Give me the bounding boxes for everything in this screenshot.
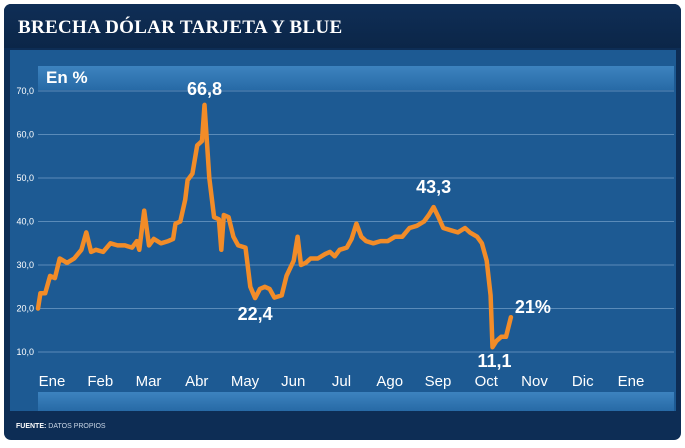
x-tick-label: Jun (281, 373, 305, 390)
chart-frame: BRECHA DÓLAR TARJETA Y BLUE En % 10,0 20,… (4, 4, 681, 440)
x-tick-label: Feb (87, 373, 113, 390)
series-line-brecha (35, 102, 514, 350)
x-tick-label: Abr (185, 373, 208, 390)
y-tick-label: 60,0 (16, 130, 34, 140)
x-tick-label: Mar (136, 373, 162, 390)
source-text: DATOS PROPIOS (48, 423, 106, 430)
x-tick-label: Jul (332, 373, 351, 390)
x-tick-label: Nov (521, 373, 548, 390)
unit-band: En % (38, 66, 674, 90)
x-tick-label: Ene (618, 373, 645, 390)
source-note: FUENTE: DATOS PROPIOS (16, 423, 106, 430)
x-tick-label: May (231, 373, 260, 390)
data-label: 22,4 (238, 304, 273, 324)
data-label: 43,3 (416, 177, 451, 197)
y-axis-unit-label: En % (46, 68, 88, 87)
y-tick-label: 20,0 (16, 304, 34, 314)
y-tick-label: 10,0 (16, 347, 34, 357)
data-label: 66,8 (187, 79, 222, 99)
x-tick-label: Sep (425, 373, 452, 390)
y-tick-label: 50,0 (16, 173, 34, 183)
chart-header: BRECHA DÓLAR TARJETA Y BLUE (4, 4, 681, 48)
x-tick-label: Dic (572, 373, 594, 390)
line-chart: 10,0 20,0 30,0 40,0 50,0 60,0 70,0 Ene Feb Mar Abr… (16, 79, 674, 390)
y-tick-label: 70,0 (16, 86, 34, 96)
x-tick-label: Ago (376, 373, 403, 390)
x-tick-label: Oct (475, 373, 499, 390)
data-label: 11,1 (477, 351, 511, 371)
bottom-band (38, 392, 674, 411)
x-tick-label: Ene (39, 373, 66, 390)
source-label: FUENTE: (16, 423, 47, 430)
data-label: 21% (515, 297, 551, 317)
y-tick-label: 40,0 (16, 217, 34, 227)
chart-title: BRECHA DÓLAR TARJETA Y BLUE (18, 17, 343, 38)
y-tick-label: 30,0 (16, 260, 34, 270)
chart-panel: En % 10,0 20,0 30,0 40,0 50,0 60,0 70,0 Ene Feb M… (10, 50, 676, 411)
